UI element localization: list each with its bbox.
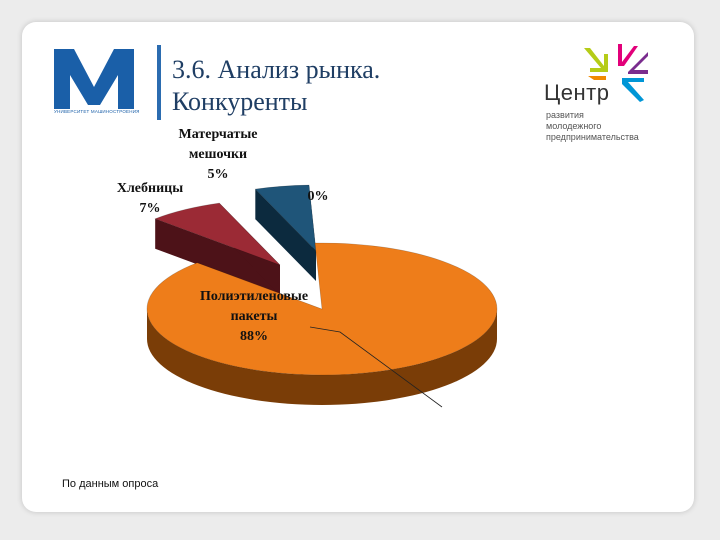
source-note: По данным опроса <box>62 478 159 490</box>
center-logo-subtitle: развития молодежного предпринимательства <box>546 110 639 142</box>
center-logo-name: Центр <box>544 80 610 105</box>
pie-slice <box>154 202 281 266</box>
slide: 3.6. Анализ рынка. Конкуренты УНИВЕРСИТЕ… <box>22 22 694 512</box>
pie-labels: Полиэтиленовые пакеты 88% Хлебницы 7%Матерча… <box>117 127 443 408</box>
pie-slice-wall <box>255 189 316 281</box>
slice-label: 0% <box>308 189 329 204</box>
center-logo-icon <box>584 44 648 102</box>
pie-slice <box>254 184 317 252</box>
slide-title: 3.6. Анализ рынка. Конкуренты <box>172 55 381 116</box>
leader-line <box>309 326 443 408</box>
pie-slice <box>146 242 498 376</box>
university-logo-icon <box>54 49 134 109</box>
slice-label: Хлебницы 7% <box>117 181 183 216</box>
pie-slice-wall <box>155 218 280 295</box>
slice-label: Полиэтиленовые пакеты 88% <box>200 289 308 344</box>
pie-chart: Полиэтиленовые пакеты 88% Хлебницы 7%Матерча… <box>117 127 498 408</box>
slice-label: Матерчатые мешочки 5% <box>179 127 258 182</box>
pie-slices <box>146 184 498 405</box>
university-logo-caption: УНИВЕРСИТЕТ МАШИНОСТРОЕНИЯ <box>54 109 140 114</box>
title-accent-bar <box>157 45 161 120</box>
pie-slice-side <box>147 309 497 405</box>
